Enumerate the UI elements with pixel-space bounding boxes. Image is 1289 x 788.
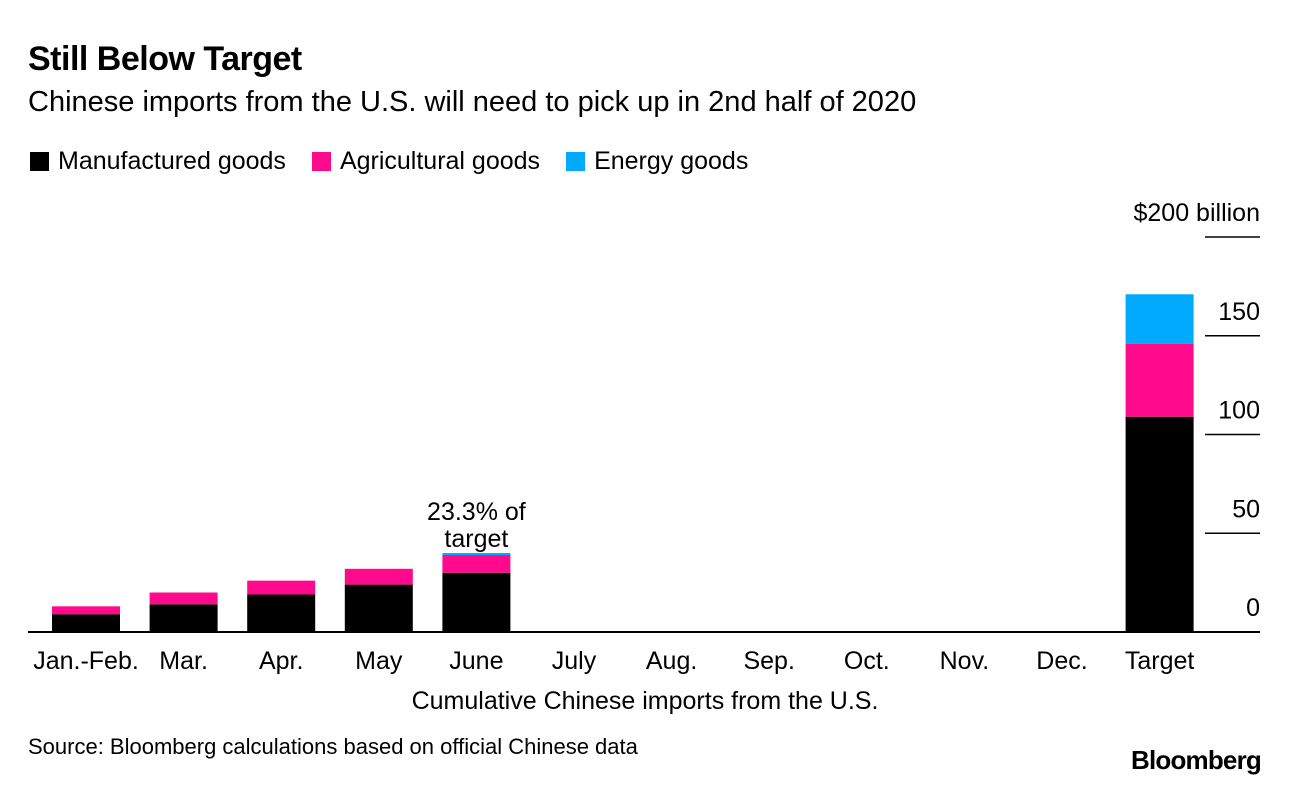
x-tick-label-2: Apr. bbox=[259, 647, 303, 675]
x-tick-label-1: Mar. bbox=[159, 647, 208, 675]
legend-swatch-agricultural bbox=[311, 152, 331, 171]
annotation-0-line-1: target bbox=[444, 525, 508, 553]
bar-manufactured-11 bbox=[1125, 416, 1194, 632]
y-tick-label-150: 150 bbox=[1218, 298, 1260, 326]
x-tick-label-3: May bbox=[355, 647, 403, 675]
legend-swatch-manufactured bbox=[30, 152, 49, 171]
gridlines bbox=[28, 236, 1260, 633]
bar-energy-11 bbox=[1125, 294, 1194, 344]
y-tick-label-100: 100 bbox=[1218, 397, 1260, 425]
y-tick-label-50: 50 bbox=[1232, 495, 1260, 523]
legend-item-manufactured: Manufactured goods bbox=[30, 147, 286, 176]
bloomberg-logo: Bloomberg bbox=[1130, 745, 1262, 775]
legend-label-agricultural: Agricultural goods bbox=[339, 147, 541, 175]
x-tick-label-11: Target bbox=[1125, 647, 1195, 675]
bar-agricultural-11 bbox=[1125, 343, 1194, 417]
x-tick-label-4: June bbox=[449, 647, 503, 675]
x-axis-title: Cumulative Chinese imports from the U.S. bbox=[412, 687, 879, 715]
legend: Manufactured goods Agricultural goods En… bbox=[30, 147, 774, 176]
legend-label-energy: Energy goods bbox=[594, 147, 749, 175]
bar-agricultural-2 bbox=[247, 580, 316, 595]
bar-manufactured-4 bbox=[442, 572, 511, 632]
x-tick-label-8: Oct. bbox=[844, 647, 890, 675]
x-tick-label-6: Aug. bbox=[646, 647, 697, 675]
bar-manufactured-2 bbox=[247, 594, 316, 632]
bar-energy-4 bbox=[442, 553, 511, 555]
legend-item-agricultural: Agricultural goods bbox=[311, 147, 541, 176]
annotation-0-line-0: 23.3% of bbox=[427, 498, 526, 526]
x-tick-label-0: Jan.-Feb. bbox=[33, 647, 139, 675]
x-tick-label-5: July bbox=[552, 647, 597, 675]
y-tick-label-200: $200 billion bbox=[1134, 199, 1261, 227]
y-tick-labels: 0 50 100 150 $200 billion bbox=[1134, 199, 1261, 622]
x-tick-label-9: Nov. bbox=[940, 647, 990, 675]
legend-swatch-energy bbox=[566, 152, 586, 171]
legend-item-energy: Energy goods bbox=[566, 147, 748, 176]
bar-manufactured-3 bbox=[344, 584, 413, 632]
y-tick-label-0: 0 bbox=[1246, 594, 1260, 622]
x-tick-labels: Jan.-Feb. Mar. Apr. May June July Aug. Sep. Oct.… bbox=[33, 647, 1194, 675]
source-note: Source: Bloomberg calculations based on … bbox=[28, 734, 638, 759]
bar-agricultural-3 bbox=[344, 568, 413, 585]
chart-title: Still Below Target bbox=[28, 40, 302, 78]
x-tick-label-7: Sep. bbox=[743, 647, 794, 675]
x-tick-label-10: Dec. bbox=[1036, 647, 1087, 675]
bar-agricultural-4 bbox=[442, 554, 511, 573]
legend-label-manufactured: Manufactured goods bbox=[58, 147, 286, 175]
bar-agricultural-1 bbox=[149, 592, 218, 605]
bar-agricultural-0 bbox=[52, 606, 120, 615]
bar-manufactured-0 bbox=[52, 614, 120, 632]
bar-manufactured-1 bbox=[149, 604, 218, 632]
bars bbox=[52, 294, 1194, 632]
chart-subtitle: Chinese imports from the U.S. will need … bbox=[28, 86, 917, 118]
